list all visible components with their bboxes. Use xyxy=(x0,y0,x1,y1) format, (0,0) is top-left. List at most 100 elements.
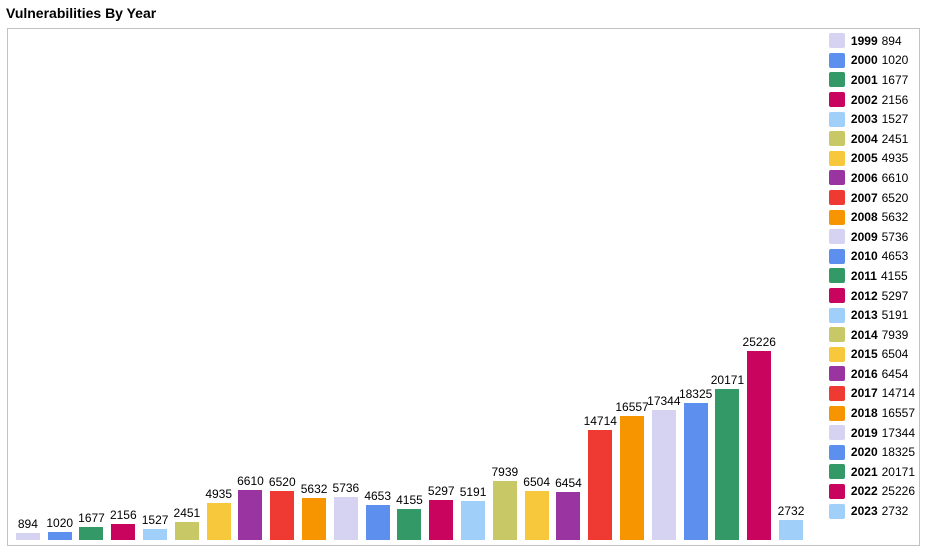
legend-item-2002[interactable]: 2002 2156 xyxy=(828,90,915,110)
bar-2011[interactable] xyxy=(397,509,422,540)
legend-year-label: 2009 xyxy=(850,229,878,244)
bar-2009[interactable] xyxy=(333,497,358,540)
legend-item-2007[interactable]: 2007 6520 xyxy=(828,188,915,208)
legend-item-2008[interactable]: 2008 5632 xyxy=(828,207,915,227)
bar-2017[interactable] xyxy=(588,430,613,540)
legend-item-2005[interactable]: 2005 4935 xyxy=(828,149,915,169)
legend-value-label: 6520 xyxy=(881,190,909,205)
legend-item-2011[interactable]: 2011 4155 xyxy=(828,266,915,286)
legend-item-1999[interactable]: 1999 894 xyxy=(828,31,915,51)
legend-value-label: 14714 xyxy=(881,386,915,401)
bar-group-2023: 2732 xyxy=(775,504,807,540)
legend-item-2022[interactable]: 2022 25226 xyxy=(828,482,915,502)
legend-year-label: 2021 xyxy=(850,464,878,479)
bar-value-label-2000: 1020 xyxy=(46,516,74,530)
legend-year-label: 2007 xyxy=(850,190,878,205)
bar-group-2016: 6454 xyxy=(553,476,585,540)
bar-2012[interactable] xyxy=(429,500,454,540)
bar-group-2004: 2451 xyxy=(171,506,203,540)
bar-group-2001: 1677 xyxy=(76,511,108,540)
legend-item-2018[interactable]: 2018 16557 xyxy=(828,403,915,423)
legend-item-2012[interactable]: 2012 5297 xyxy=(828,286,915,306)
bar-2001[interactable] xyxy=(79,527,104,540)
bar-value-label-2011: 4155 xyxy=(396,493,423,507)
bar-group-2019: 17344 xyxy=(647,394,681,540)
bar-2010[interactable] xyxy=(365,505,390,540)
legend-swatch-2008 xyxy=(828,209,845,225)
legend-item-2013[interactable]: 2013 5191 xyxy=(828,305,915,325)
bar-2004[interactable] xyxy=(174,522,199,540)
bar-2023[interactable] xyxy=(779,520,804,540)
legend-item-2015[interactable]: 2015 6504 xyxy=(828,345,915,365)
bar-group-2012: 5297 xyxy=(425,484,457,540)
legend-year-label: 2010 xyxy=(850,249,878,264)
bar-group-2017: 14714 xyxy=(584,414,617,540)
bar-group-2003: 1527 xyxy=(139,513,171,540)
legend-value-label: 6610 xyxy=(881,170,909,185)
legend-value-label: 7939 xyxy=(881,327,909,342)
legend-item-2009[interactable]: 2009 5736 xyxy=(828,227,915,247)
bar-value-label-2007: 6520 xyxy=(268,475,296,489)
legend-swatch-2013 xyxy=(828,307,845,323)
legend-item-2016[interactable]: 2016 6454 xyxy=(828,364,915,384)
legend-item-2001[interactable]: 2001 1677 xyxy=(828,70,915,90)
bar-2003[interactable] xyxy=(143,529,168,540)
bar-value-label-2014: 7939 xyxy=(491,465,519,479)
legend-value-label: 4155 xyxy=(880,268,908,283)
bar-value-label-2019: 17344 xyxy=(647,394,681,408)
bar-value-label-2013: 5191 xyxy=(459,485,487,499)
bar-2007[interactable] xyxy=(270,491,295,540)
bar-1999[interactable] xyxy=(15,533,40,540)
bar-value-label-2009: 5736 xyxy=(332,481,360,495)
bar-2013[interactable] xyxy=(461,501,486,540)
bar-group-2011: 4155 xyxy=(394,493,426,540)
legend-value-label: 5297 xyxy=(881,288,909,303)
legend-year-label: 2013 xyxy=(850,308,878,323)
bar-2015[interactable] xyxy=(524,491,549,540)
legend-item-2003[interactable]: 2003 1527 xyxy=(828,109,915,129)
legend-year-label: 2002 xyxy=(850,92,878,107)
legend-item-2023[interactable]: 2023 2732 xyxy=(828,501,915,521)
bar-value-label-2010: 4653 xyxy=(364,489,392,503)
bar-value-label-2004: 2451 xyxy=(173,506,201,520)
bar-value-label-1999: 894 xyxy=(17,517,38,531)
legend-value-label: 2156 xyxy=(881,92,909,107)
legend-item-2020[interactable]: 2020 18325 xyxy=(828,442,915,462)
legend-swatch-2007 xyxy=(828,190,845,206)
legend-swatch-2018 xyxy=(828,405,845,421)
bar-2020[interactable] xyxy=(683,403,708,540)
legend-swatch-2002 xyxy=(828,92,845,108)
bar-2018[interactable] xyxy=(620,416,645,540)
legend-year-label: 2014 xyxy=(850,327,878,342)
legend-item-2006[interactable]: 2006 6610 xyxy=(828,168,915,188)
bar-2006[interactable] xyxy=(238,490,263,540)
legend-swatch-2023 xyxy=(828,503,845,519)
bar-2008[interactable] xyxy=(302,498,327,540)
bar-2005[interactable] xyxy=(206,503,231,540)
legend-swatch-2009 xyxy=(828,229,845,245)
bar-2000[interactable] xyxy=(47,532,72,540)
bar-2022[interactable] xyxy=(747,351,772,540)
legend-year-label: 2022 xyxy=(850,484,878,499)
bar-2019[interactable] xyxy=(651,410,676,540)
plot-area: 894 1020 1677 2156 1527 2451 4935 6610 6520 5632 5… xyxy=(12,310,807,540)
legend-item-2021[interactable]: 2021 20171 xyxy=(828,462,915,482)
bar-2016[interactable] xyxy=(556,492,581,540)
legend-item-2004[interactable]: 2004 2451 xyxy=(828,129,915,149)
legend-item-2014[interactable]: 2014 7939 xyxy=(828,325,915,345)
legend-item-2017[interactable]: 2017 14714 xyxy=(828,384,915,404)
bar-value-label-2022: 25226 xyxy=(742,335,776,349)
bar-2021[interactable] xyxy=(715,389,740,540)
bar-2014[interactable] xyxy=(492,481,517,540)
legend-year-label: 2019 xyxy=(850,425,878,440)
legend-item-2000[interactable]: 2000 1020 xyxy=(828,51,915,71)
legend-swatch-2017 xyxy=(828,385,845,401)
legend-value-label: 1677 xyxy=(881,72,909,87)
legend-value-label: 1020 xyxy=(881,53,909,68)
legend-swatch-2020 xyxy=(828,444,845,460)
legend-item-2019[interactable]: 2019 17344 xyxy=(828,423,915,443)
legend-year-label: 2011 xyxy=(850,268,877,283)
bar-value-label-2020: 18325 xyxy=(678,387,713,401)
legend-item-2010[interactable]: 2010 4653 xyxy=(828,247,915,267)
bar-2002[interactable] xyxy=(111,524,136,540)
